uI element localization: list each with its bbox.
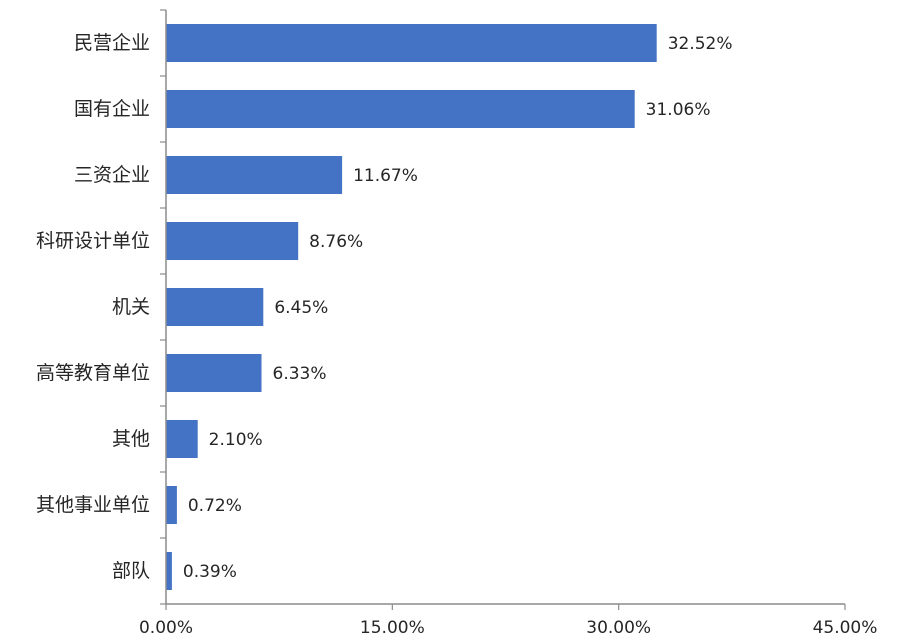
bar-4 <box>166 288 264 326</box>
data-label: 0.39% <box>183 562 237 582</box>
category-label: 其他 <box>112 428 150 450</box>
bars-group <box>166 24 657 590</box>
bar-0 <box>166 24 657 62</box>
bar-8 <box>166 552 172 590</box>
data-label: 31.06% <box>646 100 711 120</box>
data-label: 0.72% <box>188 496 242 516</box>
data-label: 32.52% <box>668 34 733 54</box>
category-label: 机关 <box>112 296 150 318</box>
x-tick-label: 0.00% <box>139 618 193 638</box>
category-label: 部队 <box>112 560 150 582</box>
bar-1 <box>166 90 635 128</box>
axes-group <box>160 9 846 610</box>
category-label: 三资企业 <box>74 164 150 186</box>
labels-group: 民营企业 32.52% 国有企业 31.06% 三资企业 11.67% 科研设计单位 8.76… <box>36 32 877 638</box>
category-label: 民营企业 <box>74 32 150 54</box>
category-label: 科研设计单位 <box>36 230 150 252</box>
bar-5 <box>166 354 262 392</box>
x-tick-label: 30.00% <box>586 618 651 638</box>
x-tick-label: 45.00% <box>813 618 878 638</box>
data-label: 2.10% <box>209 430 263 450</box>
data-label: 8.76% <box>309 232 363 252</box>
data-label: 6.45% <box>274 298 328 318</box>
bar-3 <box>166 222 299 260</box>
x-tick-label: 15.00% <box>360 618 425 638</box>
bar-2 <box>166 156 343 194</box>
data-label: 11.67% <box>353 166 418 186</box>
bar-6 <box>166 420 198 458</box>
data-label: 6.33% <box>273 364 327 384</box>
category-label: 其他事业单位 <box>36 494 150 516</box>
category-label: 高等教育单位 <box>36 362 150 384</box>
category-label: 国有企业 <box>74 98 150 120</box>
bar-7 <box>166 486 177 524</box>
